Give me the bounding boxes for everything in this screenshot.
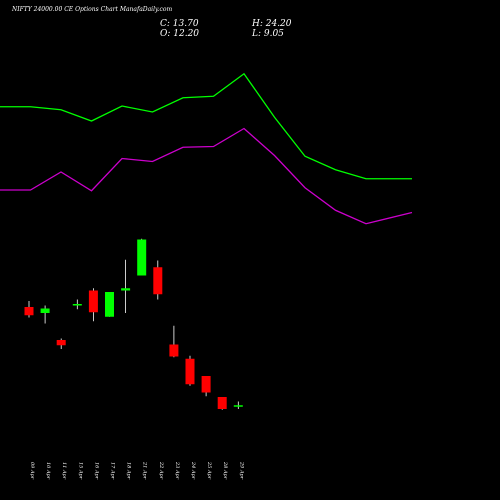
x-tick-label: 21 Apr — [142, 461, 148, 480]
low-readout: L: 9.05 — [252, 29, 284, 39]
x-tick-label: 11 Apr — [61, 462, 67, 480]
candle-body — [217, 397, 227, 409]
candle-body — [121, 288, 131, 291]
x-tick-label: 17 Apr — [110, 462, 116, 480]
x-tick-label: 10 Apr — [45, 462, 51, 480]
close-readout: C: 13.70 — [160, 19, 199, 29]
candle-body — [169, 344, 179, 357]
candle-body — [24, 307, 34, 316]
x-tick-label: 18 Apr — [126, 462, 132, 480]
candle-body — [72, 304, 82, 306]
candle-body — [105, 292, 114, 317]
x-tick-label: 25 Apr — [206, 461, 212, 480]
open-readout: O: 12.20 — [160, 29, 200, 39]
candle-body — [137, 239, 147, 276]
candle-body — [88, 290, 98, 313]
x-tick-label: 16 Apr — [93, 462, 99, 480]
chart-title: NIFTY 24000.00 CE Options Chart ManafaDa… — [12, 6, 173, 13]
x-tick-label: 22 Apr — [158, 461, 164, 480]
x-tick-label: 09 Apr — [29, 462, 35, 480]
candle-body — [153, 267, 163, 295]
candle-body — [201, 376, 211, 393]
series-line-2 — [0, 127, 413, 225]
x-tick-label: 15 Apr — [77, 462, 83, 480]
candle-body — [185, 358, 195, 385]
x-tick-label: 29 Apr — [238, 461, 244, 480]
x-tick-label: 28 Apr — [222, 461, 228, 480]
candle-body — [233, 405, 243, 407]
high-readout: H: 24.20 — [252, 19, 292, 29]
x-tick-label: 23 Apr — [174, 461, 180, 480]
candle-body — [56, 340, 66, 346]
x-tick-label: 24 Apr — [190, 461, 196, 480]
candle-body — [40, 308, 50, 313]
series-line-1 — [0, 72, 412, 180]
